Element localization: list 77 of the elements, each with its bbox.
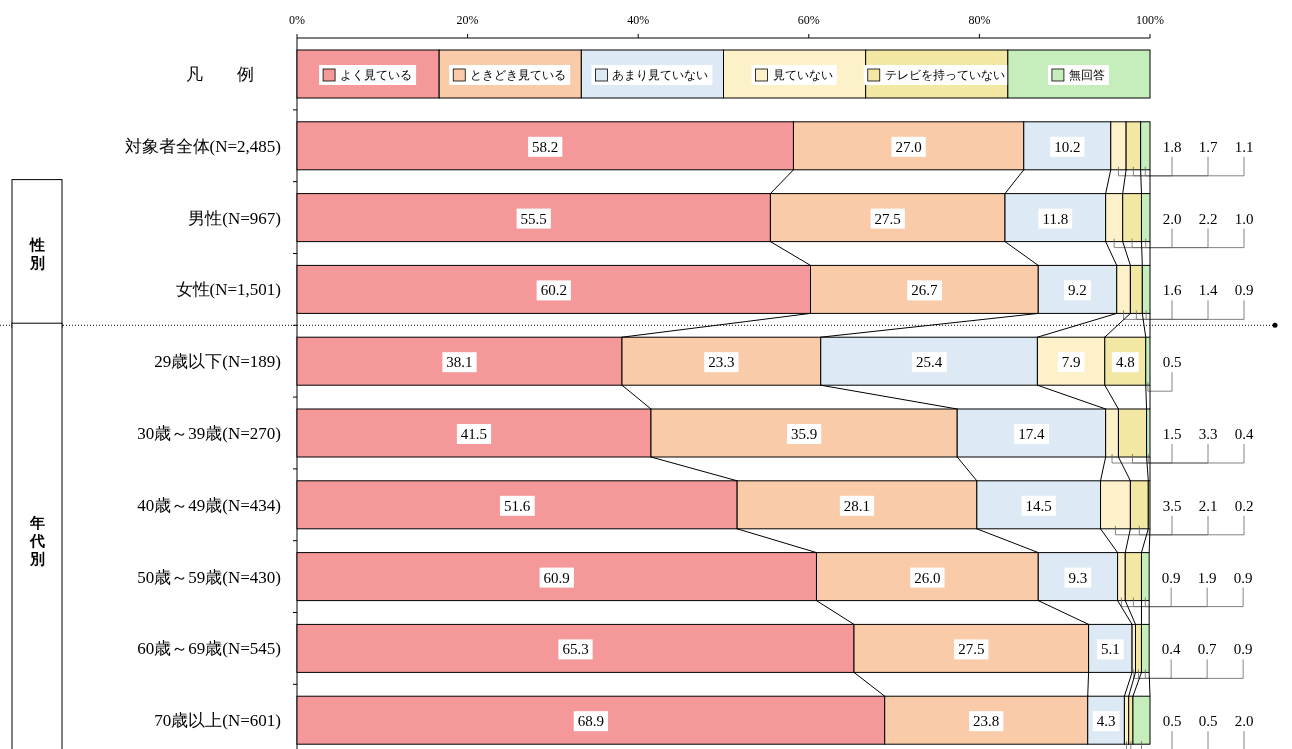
data-label: 23.8 (973, 713, 1000, 730)
data-label: 0.2 (1234, 497, 1254, 514)
data-label: 0.5 (1162, 713, 1182, 730)
data-label: 26.0 (914, 569, 941, 586)
data-label: 1.8 (1162, 138, 1182, 155)
data-label: 35.9 (790, 426, 818, 442)
data-label: 60.2 (540, 282, 567, 299)
data-label: 0.4 (1161, 641, 1182, 658)
data-label: 0.9 (1234, 282, 1254, 299)
data-label: 55.5 (520, 210, 547, 227)
legend-title: 凡 例 (186, 65, 254, 84)
x-tick-label: 100% (1136, 13, 1164, 27)
data-label: 68.9 (577, 713, 604, 730)
y-tick-label: 男性(N=967) (188, 208, 281, 228)
data-label: 0.9 (1161, 569, 1181, 586)
data-label: 2.1 (1198, 497, 1218, 514)
y-tick-label: 30歳～39歳(N=270) (137, 424, 281, 443)
data-label: 1.5 (1162, 426, 1182, 442)
data-label: 4.3 (1096, 713, 1116, 730)
data-label: 60.9 (543, 569, 570, 586)
y-tick-label: 70歳以上(N=601) (154, 711, 281, 731)
data-label: 51.6 (503, 497, 531, 514)
data-label: 0.4 (1234, 426, 1254, 442)
data-label: 26.7 (911, 282, 939, 299)
y-tick-label: 50歳～59歳(N=430) (137, 567, 281, 587)
data-label: 27.5 (958, 641, 985, 658)
data-label: 27.5 (874, 210, 901, 227)
data-label: 7.9 (1061, 354, 1081, 371)
x-tick-label: 60% (797, 13, 820, 27)
data-label: 17.4 (1018, 426, 1046, 442)
legend-label: ときどき見ている (470, 68, 567, 82)
data-label: 0.9 (1233, 569, 1253, 586)
data-label: 2.0 (1234, 713, 1254, 730)
data-label: 2.0 (1162, 210, 1182, 227)
data-label: 23.3 (708, 354, 735, 371)
legend-label: あまり見ていない (612, 68, 709, 82)
legend-label: 見ていない (772, 68, 833, 82)
data-label: 9.2 (1068, 282, 1087, 299)
y-tick-label: 女性(N=1,501) (175, 280, 281, 300)
x-tick-label: 20% (456, 13, 479, 27)
data-label: 1.6 (1162, 282, 1182, 299)
data-label: 28.1 (843, 497, 871, 514)
data-label: 41.5 (460, 426, 488, 442)
y-tick-label: 40歳～49歳(N=434) (137, 495, 281, 515)
data-label: 0.5 (1198, 713, 1218, 730)
data-label: 1.0 (1234, 210, 1254, 227)
x-tick-label: 40% (627, 13, 650, 27)
data-label: 3.3 (1198, 426, 1218, 442)
x-tick-label: 0% (289, 13, 305, 27)
data-label: 0.9 (1233, 641, 1253, 658)
data-label: 5.1 (1100, 641, 1120, 658)
y-tick-label: 60歳～69歳(N=545) (137, 639, 281, 659)
legend-label: 無回答 (1068, 68, 1105, 82)
data-label: 14.5 (1025, 497, 1052, 514)
legend-label: よく見ている (340, 68, 413, 82)
data-label: 9.3 (1068, 569, 1088, 586)
text: 年代別 (28, 513, 45, 568)
data-label: 1.1 (1234, 138, 1254, 155)
y-tick-label: 対象者全体(N=2,485) (124, 136, 281, 156)
data-label: 0.5 (1162, 354, 1182, 371)
data-label: 65.3 (562, 641, 589, 658)
legend-label: テレビを持っていない (884, 68, 1005, 82)
data-label: 1.9 (1197, 569, 1217, 586)
data-label: 58.2 (532, 138, 559, 155)
x-tick-label: 80% (968, 13, 991, 27)
data-label: 38.1 (446, 354, 473, 371)
data-label: 1.4 (1198, 282, 1218, 299)
data-label: 1.7 (1198, 138, 1218, 155)
data-label: 2.2 (1198, 210, 1218, 227)
data-label: 4.8 (1115, 354, 1135, 371)
data-label: 10.2 (1054, 138, 1081, 155)
data-label: 27.0 (895, 138, 922, 155)
y-tick-label: 29歳以下(N=189) (154, 352, 281, 372)
data-label: 25.4 (915, 354, 943, 371)
data-label: 0.7 (1197, 641, 1218, 658)
data-label: 11.8 (1042, 210, 1069, 227)
data-label: 3.5 (1162, 497, 1182, 514)
